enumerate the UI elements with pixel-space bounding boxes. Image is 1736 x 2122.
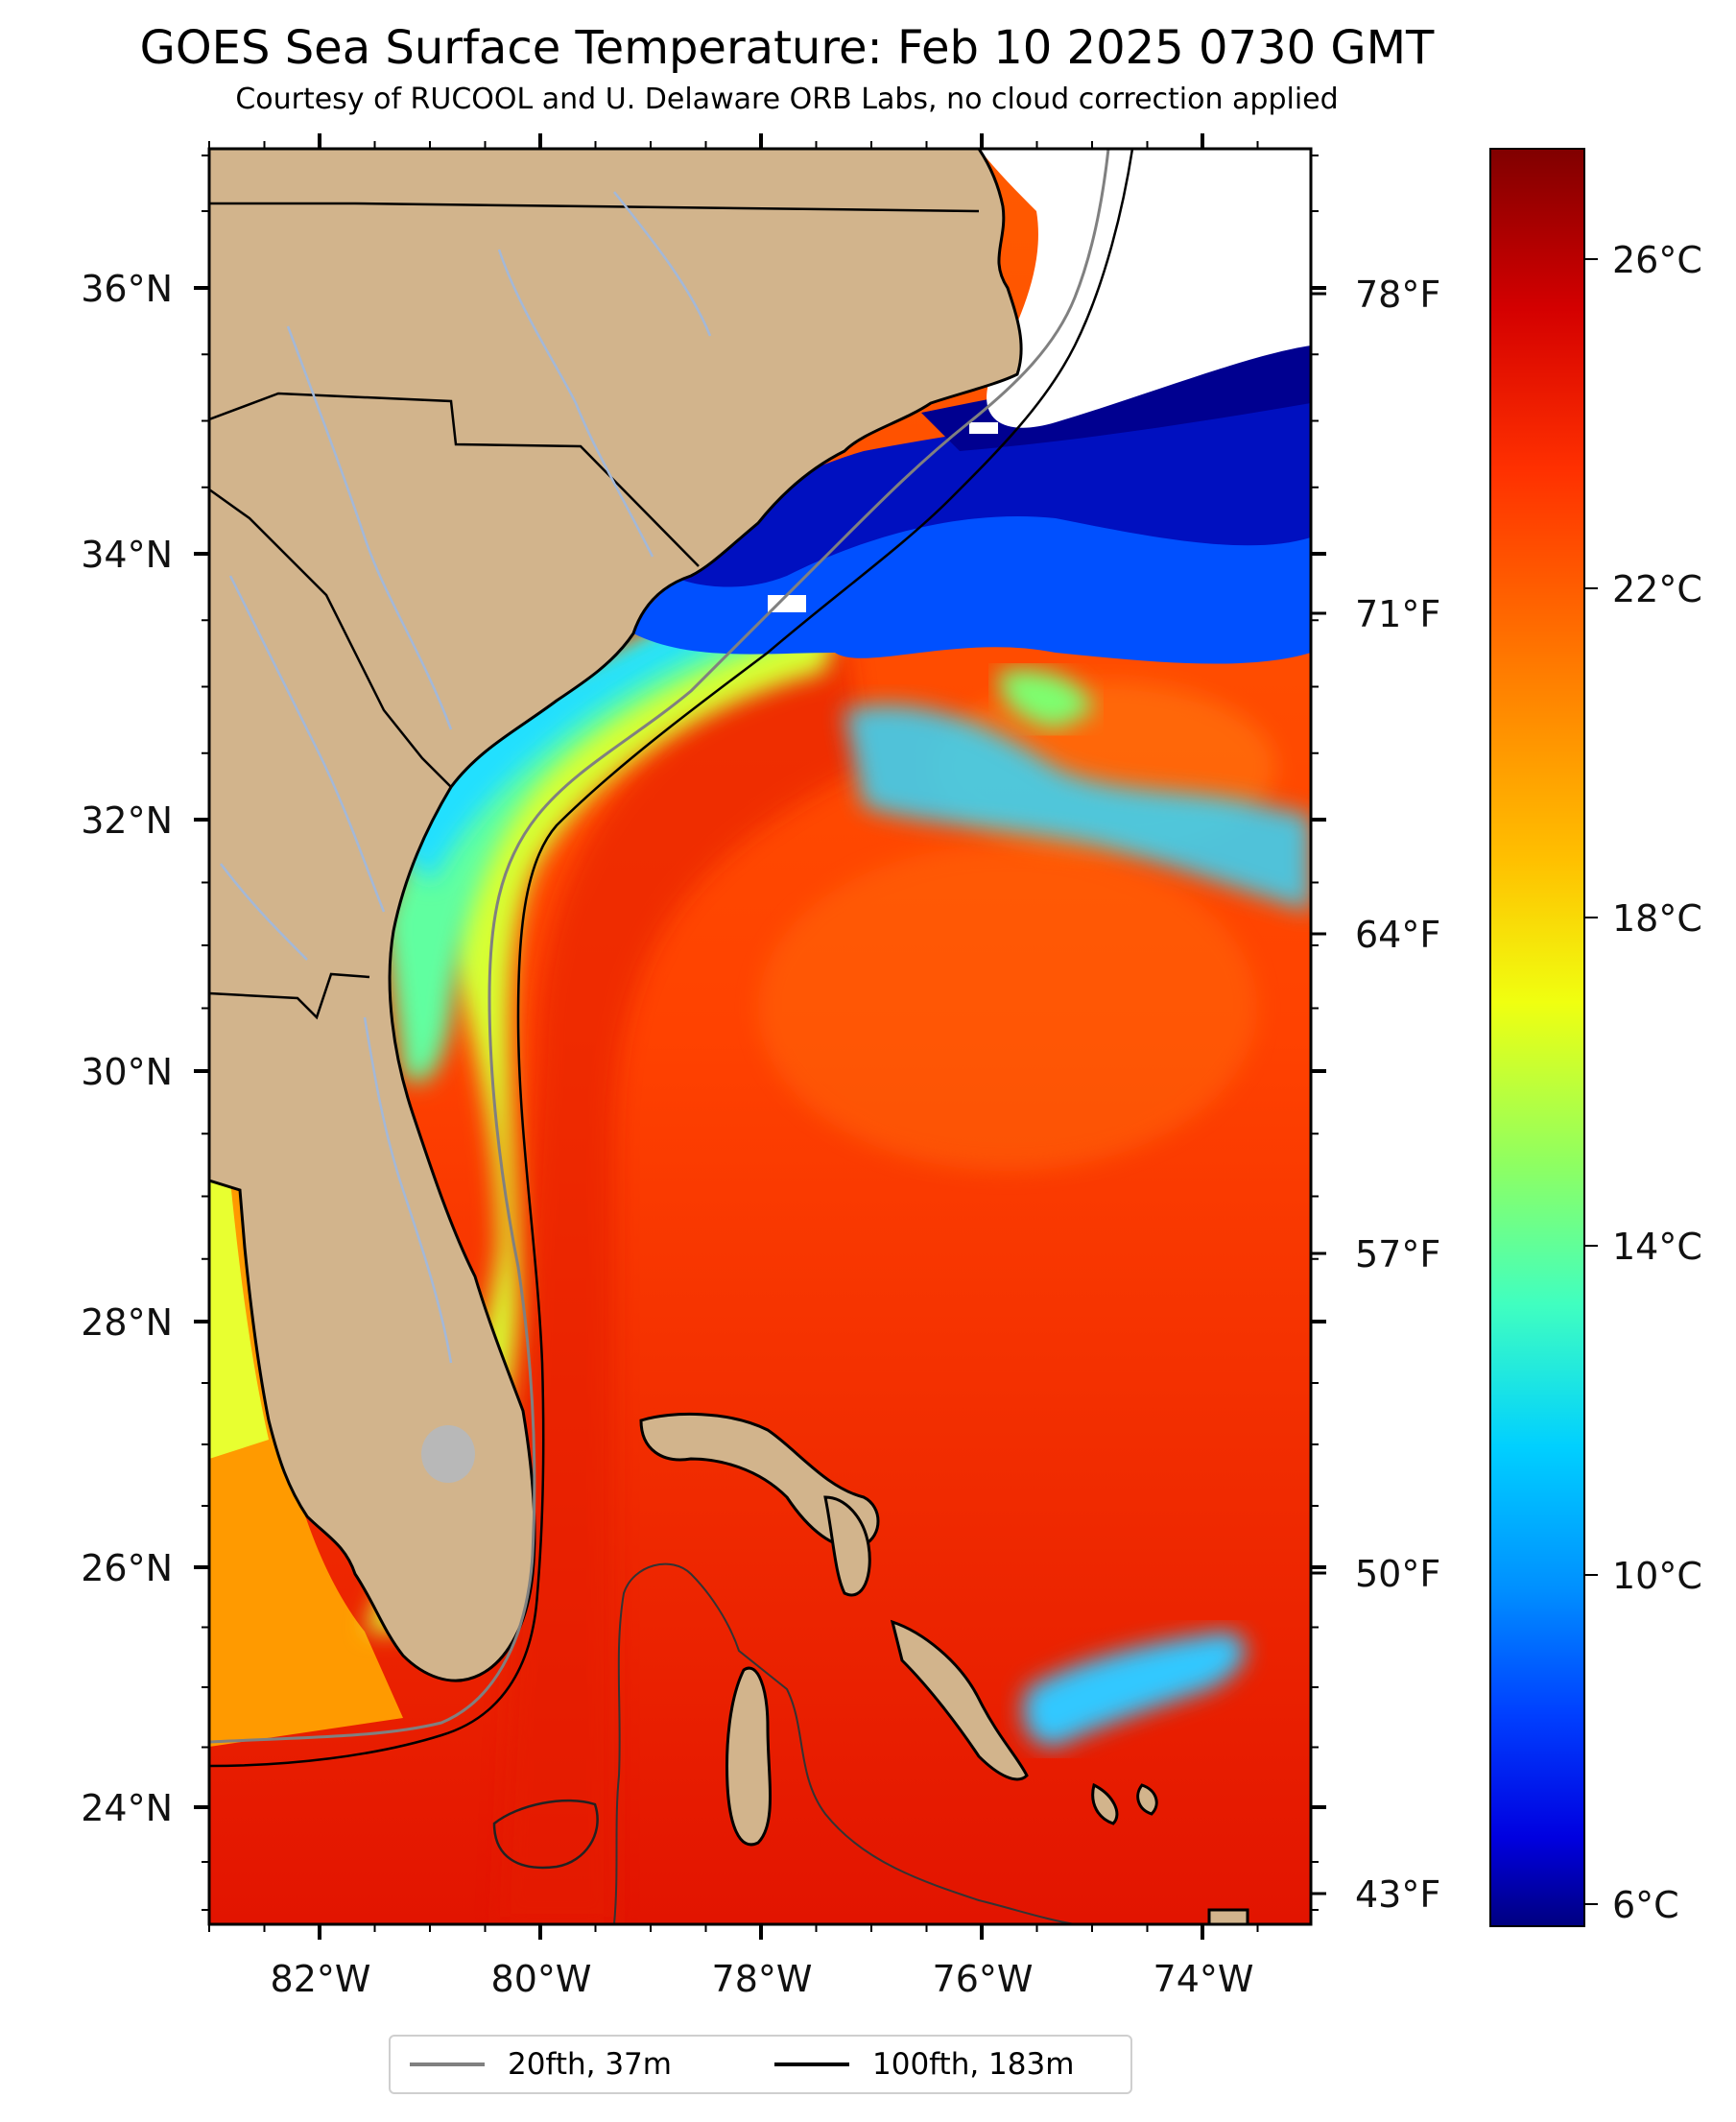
lon-label-80w: 80°W [491,1958,592,2000]
gulf-stream-core [499,624,864,1924]
legend-swatch-gray [410,2062,485,2066]
lat-label-34n: 34°N [81,534,173,576]
lat-label-28n: 28°N [81,1301,173,1344]
lon-label-78w: 78°W [712,1958,813,2000]
colorbar [1489,148,1585,1927]
river [286,325,453,730]
bank-outline [612,1562,1076,1924]
river [363,1016,453,1364]
fahrenheit-labels: 78°F 71°F 64°F 57°F 50°F 43°F [1355,274,1440,1916]
f-label-71: 71°F [1355,593,1440,635]
figure-title: GOES Sea Surface Temperature: Feb 10 202… [139,21,1435,75]
river [613,191,712,337]
lon-label-82w: 82°W [271,1958,371,2000]
cool-patch [1023,1632,1246,1747]
lat-label-30n: 30°N [81,1051,173,1093]
river [497,249,654,558]
map-area [209,149,1311,1924]
cay-sal-bank [492,1799,599,1870]
state-border-va-nc [209,202,980,213]
bahamas [639,1412,1249,1924]
no-data-region [979,149,1311,428]
warm-eddy [758,845,1257,1171]
lat-label-26n: 26°N [81,1547,173,1589]
cb-label-26c: 26°C [1612,239,1702,281]
f-label-43: 43°F [1355,1873,1440,1916]
island-andros [725,1666,772,1847]
longitude-labels: 82°W 80°W 78°W 76°W 74°W [271,1958,1254,2000]
legend-item-100fth: 100fth, 183m [774,2037,1074,2092]
cool-filament-green [998,669,1094,729]
lon-label-76w: 76°W [933,1958,1034,2000]
island-small [1091,1782,1119,1825]
gulf-cool-water [209,1180,269,1459]
cloud-speck [768,595,806,612]
legend-label-20fth: 20fth, 37m [508,2047,672,2082]
f-label-78: 78°F [1355,274,1440,316]
contour-20fth [209,149,1110,1744]
cb-label-18c: 18°C [1612,897,1702,940]
legend-swatch-black [774,2062,849,2066]
contour-100fth [209,149,1134,1768]
island-eleuthera [890,1619,1029,1781]
island-abaco [823,1495,871,1597]
latitude-labels: 36°N 34°N 32°N 30°N 28°N 26°N 24°N [81,268,173,1829]
f-label-57: 57°F [1355,1233,1440,1276]
state-border-sc-ga [209,488,452,788]
lat-label-32n: 32°N [81,799,173,842]
cb-label-14c: 14°C [1612,1226,1702,1268]
colorbar-ticks [1584,258,1598,1905]
lat-label-24n: 24°N [81,1787,173,1829]
cb-label-10c: 10°C [1612,1555,1702,1597]
land-us-southeast [209,149,1023,1682]
colorbar-labels: 26°C 22°C 18°C 14°C 10°C 6°C [1612,239,1702,1926]
cb-label-22c: 22°C [1612,568,1702,610]
island-small [1207,1908,1249,1924]
f-label-64: 64°F [1355,914,1440,956]
figure-subtitle: Courtesy of RUCOOL and U. Delaware ORB L… [235,83,1339,116]
legend: 20fth, 37m 100fth, 183m [389,2035,1132,2094]
state-border-ga-fl [209,972,370,1020]
island-small [1136,1783,1158,1816]
legend-item-20fth: 20fth, 37m [410,2037,672,2092]
map-ticks [194,133,1326,1940]
river [220,863,308,961]
lon-label-74w: 74°W [1153,1958,1254,2000]
state-border-nc-sc [209,392,700,567]
lake-okeechobee [421,1425,475,1483]
lat-label-36n: 36°N [81,268,173,310]
cloud-speck [969,422,998,434]
rivers [220,191,712,1364]
f-label-50: 50°F [1355,1553,1440,1595]
cb-label-6c: 6°C [1612,1884,1679,1926]
cold-water-dark-blue [672,341,1311,587]
legend-label-100fth: 100fth, 183m [872,2047,1075,2082]
cool-filament [844,704,1311,912]
river [228,575,386,913]
